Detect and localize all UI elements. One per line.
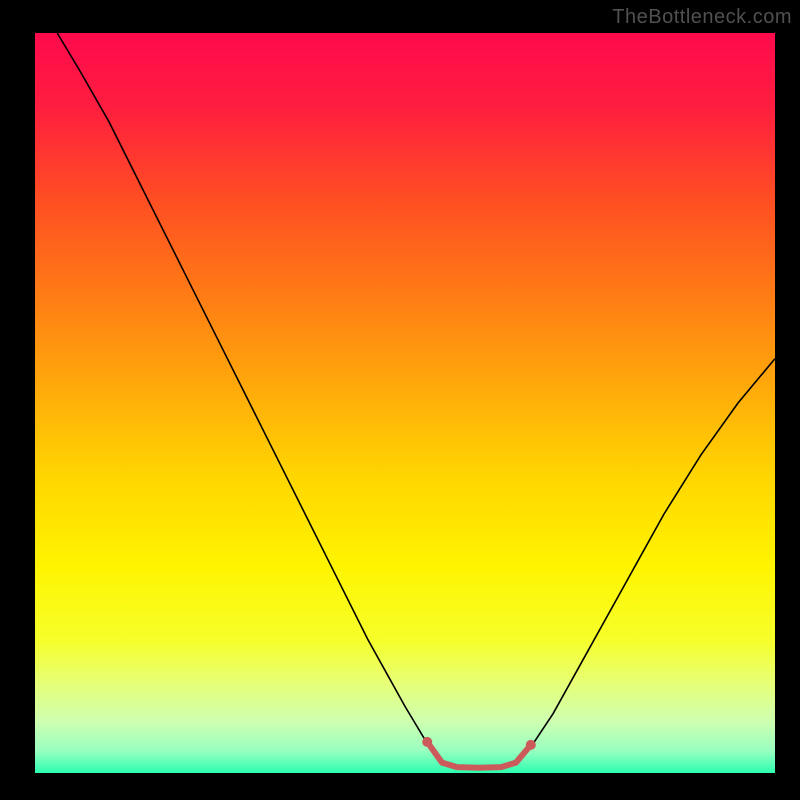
highlight-endpoint-right: [526, 740, 536, 750]
chart-svg: [0, 0, 800, 800]
watermark-text: TheBottleneck.com: [612, 6, 792, 29]
gradient-background: [35, 33, 775, 773]
highlight-endpoint-left: [422, 737, 432, 747]
